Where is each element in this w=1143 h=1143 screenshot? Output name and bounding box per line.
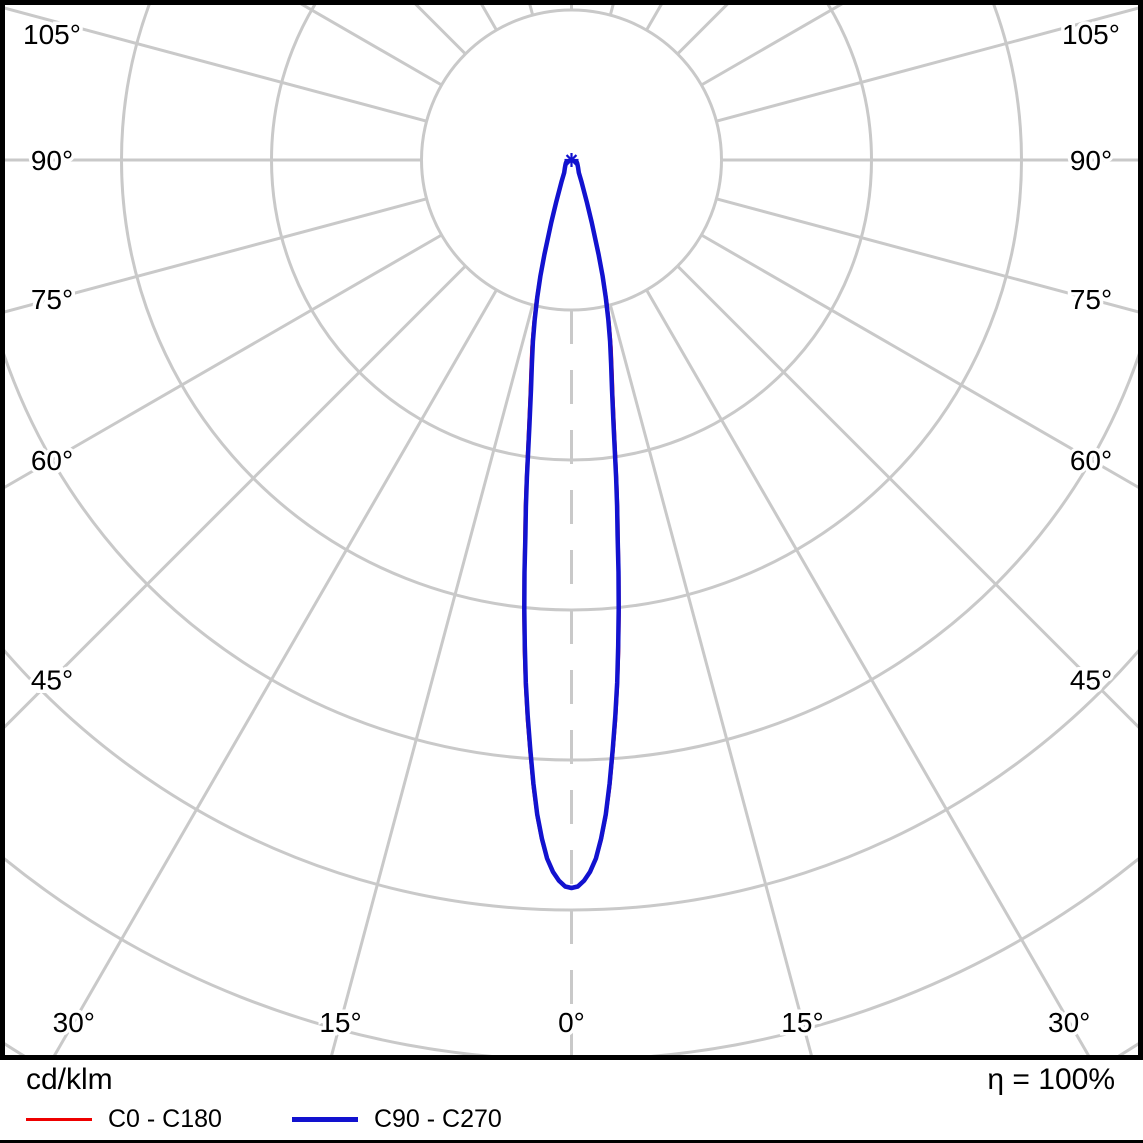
peak-origin-star-marker <box>564 153 579 167</box>
angle-label: 60° <box>31 445 73 476</box>
angle-label: 105° <box>1062 19 1120 50</box>
grid-radial-line <box>330 304 535 1055</box>
footer-labels-row: cd/klm η = 100% <box>0 1064 1143 1096</box>
angle-label: 30° <box>53 1007 95 1038</box>
polar-diagram-frame: 0° 15° 15° 30° 30° 45° 45° 60° 60° 75° 75° 90° 90° 10… <box>0 0 1143 1060</box>
angle-label: 90° <box>31 145 73 176</box>
angle-label: 30° <box>1048 1007 1090 1038</box>
c90-c270-curve <box>522 159 621 891</box>
diagram-border <box>0 0 1143 1060</box>
grid-radial-line <box>700 233 1138 489</box>
units-label: cd/klm <box>26 1063 113 1096</box>
polar-diagram: 0° 15° 15° 30° 30° 45° 45° 60° 60° 75° 75° 90° 90° 10… <box>0 0 1143 1060</box>
angle-label: 75° <box>1070 284 1112 315</box>
star-spoke <box>565 154 578 166</box>
angle-label: 45° <box>31 665 73 696</box>
angle-labels: 0° 15° 15° 30° 30° 45° 45° 60° 60° 75° 75° 90° 90° 10… <box>20 16 1124 1042</box>
grid-radial-line <box>716 197 1138 314</box>
legend-item-c90: C90 - C270 <box>291 1105 502 1134</box>
efficiency-label: η = 100% <box>987 1063 1115 1096</box>
legend-item-c0: C0 - C180 <box>26 1105 222 1134</box>
angle-label: 15° <box>781 1007 823 1038</box>
angle-label: 105° <box>23 19 81 50</box>
grid-radial-line <box>5 6 427 123</box>
diagram-footer: cd/klm η = 100% C0 - C180 C90 - C270 <box>0 1060 1143 1143</box>
grid-radial-line <box>608 304 813 1055</box>
c0-line-swatch <box>26 1118 92 1121</box>
angle-label: 15° <box>319 1007 361 1038</box>
angle-label: 75° <box>31 284 73 315</box>
angle-label: 45° <box>1070 665 1112 696</box>
grid-radial-line <box>5 265 467 729</box>
grid-radial-line <box>645 289 1090 1055</box>
legend-label-c0: C0 - C180 <box>108 1105 222 1133</box>
grid-radial-line <box>5 197 427 314</box>
grid-radial-line <box>716 6 1138 123</box>
c90-line-swatch <box>291 1117 358 1122</box>
legend-label-c90: C90 - C270 <box>373 1105 502 1133</box>
grid-radial-line <box>5 233 443 489</box>
grid-radial-line <box>676 265 1138 729</box>
grid-radial-line <box>53 289 498 1055</box>
angle-label: 60° <box>1070 445 1112 476</box>
angle-label: 0° <box>558 1007 585 1038</box>
intensity-curves <box>522 159 621 891</box>
polar-grid <box>5 5 1138 1055</box>
legend: C0 - C180 C90 - C270 <box>0 1096 1143 1134</box>
angle-label: 90° <box>1070 145 1112 176</box>
